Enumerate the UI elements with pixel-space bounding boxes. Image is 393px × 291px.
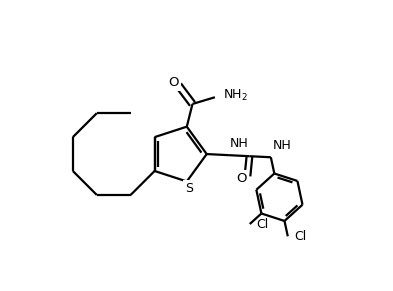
Text: Cl: Cl <box>256 217 268 230</box>
Text: O: O <box>236 172 246 185</box>
Text: Cl: Cl <box>294 230 306 243</box>
Text: NH: NH <box>272 139 291 152</box>
Text: S: S <box>185 182 193 195</box>
Text: O: O <box>169 77 179 89</box>
Text: NH: NH <box>230 137 248 150</box>
Text: NH$_2$: NH$_2$ <box>224 87 248 102</box>
